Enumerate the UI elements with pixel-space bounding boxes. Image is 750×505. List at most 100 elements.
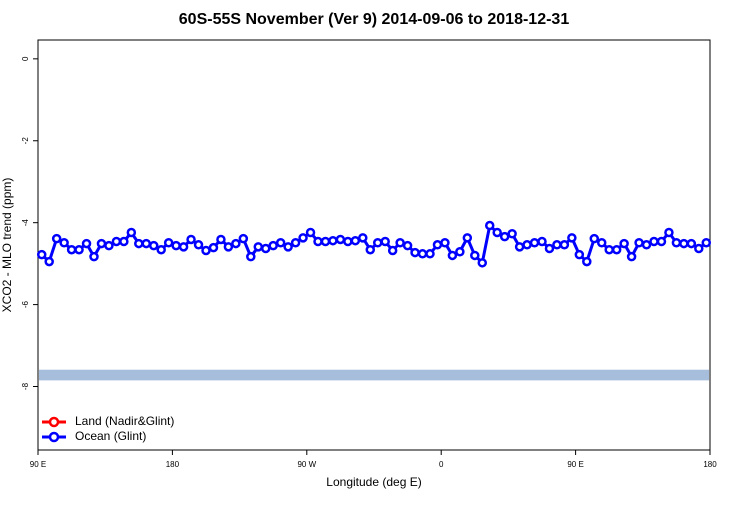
point [477,258,488,268]
point [74,244,84,255]
y-tick-label: -2 [21,137,30,145]
x-axis-label: Longitude (deg E) [326,475,421,489]
point [544,243,555,254]
point [470,250,480,261]
point [410,247,420,258]
point [231,238,241,249]
point [387,245,398,256]
point [596,237,607,248]
point [156,244,166,255]
point [499,231,510,242]
point [604,244,614,255]
point [507,228,517,239]
point [611,244,622,255]
legend-marker [48,416,60,428]
legend-label: Ocean (Glint) [75,429,146,443]
point [81,238,92,249]
point [679,238,689,249]
point [365,244,376,255]
point [582,256,592,267]
point [260,243,271,254]
point [522,240,532,250]
point [641,240,652,250]
point [305,227,316,238]
point [59,237,69,248]
point [246,251,256,262]
point [141,238,152,249]
point [119,236,129,247]
point [567,233,577,243]
point [440,237,450,248]
point [253,242,264,252]
point [686,238,697,249]
point [111,236,122,247]
point [529,237,540,248]
point [335,234,346,245]
point [283,242,293,252]
y-tick-label: -4 [21,219,30,227]
point [298,233,308,243]
point [619,238,629,249]
point [350,235,361,246]
point [447,250,458,261]
point [432,240,443,250]
point [104,240,114,251]
chart-title: 60S-55S November (Ver 9) 2014-09-06 to 2… [179,11,570,28]
point [186,234,196,245]
point [417,249,428,259]
point [193,240,204,250]
point [171,240,181,251]
point [484,220,495,231]
point [320,236,331,247]
point [455,247,465,257]
y-tick-label: 0 [21,56,30,61]
point [44,256,54,267]
x-tick-label: 90 E [30,460,46,469]
x-tick-label: 180 [703,460,717,469]
point [148,240,159,251]
point [163,237,174,248]
x-tick-label: 90 W [297,460,316,469]
point [574,249,585,260]
point [589,233,600,244]
y-tick-label: -6 [21,300,30,308]
point [290,237,301,248]
y-tick-label: -8 [21,382,30,390]
point [537,236,547,247]
y-axis-label: XCO2 - MLO trend (ppm) [0,178,14,313]
point [89,251,99,262]
point [126,227,137,238]
point [552,240,562,250]
point [634,237,644,248]
x-tick-label: 0 [439,460,444,469]
x-tick-label: 180 [166,460,180,469]
point [223,242,234,252]
point [656,236,667,247]
point [343,236,353,247]
point [268,240,278,251]
legend-label: Land (Nadir&Glint) [75,414,174,428]
point [201,245,211,256]
band [39,369,709,381]
legend-marker [48,431,60,443]
point [328,235,338,246]
point [649,236,659,247]
point [208,242,219,253]
x-tick-label: 90 E [567,460,583,469]
point [664,227,674,238]
point [238,233,249,244]
point [514,242,525,252]
point [671,237,682,248]
point [178,242,189,252]
point [395,237,405,248]
point [462,233,473,243]
point [51,233,62,244]
point [694,243,704,254]
point [626,251,637,262]
point [358,233,368,243]
point [492,227,502,238]
point [372,237,383,248]
point [275,237,286,248]
point [36,249,47,260]
